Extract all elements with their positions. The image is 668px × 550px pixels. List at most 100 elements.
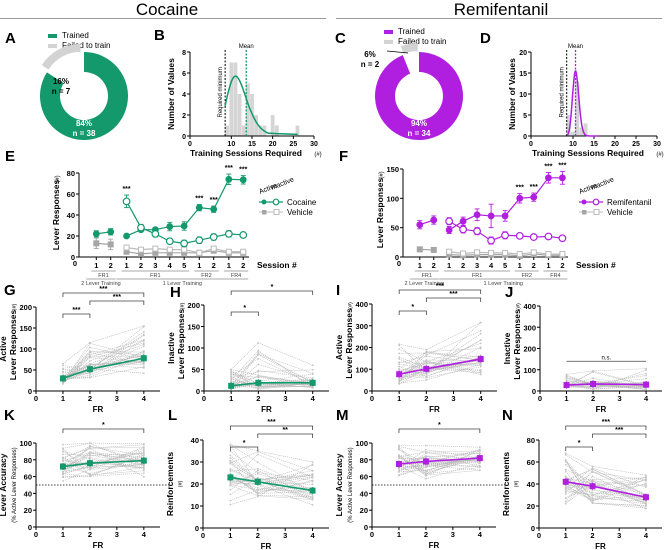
panel-k-subject-point-33-1 [89, 454, 91, 457]
panel-k-subject-point-33-0 [62, 453, 64, 456]
panel-i-subject-point-29-1 [425, 352, 428, 354]
panel-l-subject-point-21-1 [256, 487, 259, 489]
panel-f-group-label-0: FR1 [422, 273, 432, 279]
panel-m-mean-point-1 [422, 458, 429, 465]
panel-h-subject-line-11 [231, 369, 313, 378]
panel-g-mean-line [62, 357, 144, 380]
panel-h-subject-point-16-2 [311, 373, 314, 376]
panel-i-sig-bracket-1 [425, 297, 482, 302]
panel-h-subject-point-28-2 [311, 385, 314, 388]
panel-b-bar-20 [270, 115, 275, 136]
panel-m-mean-point-2 [476, 455, 483, 462]
panel-l-sig-label-0: *** [267, 419, 275, 426]
panel-n-subject-line-31 [565, 479, 647, 496]
panel-f-session-label-3: 2 [461, 261, 465, 270]
panel-i-subject-point-0-1 [425, 348, 428, 351]
panel-a-label-failed-pct: 16% [53, 77, 69, 86]
panel-e-session-label-5: 4 [168, 261, 173, 270]
panel-f-group-label-2: FR2 [522, 273, 532, 279]
panel-f-session-label-7: 1 [518, 261, 522, 270]
panel-j-subject-line-11 [566, 377, 647, 388]
panel-g-xtick-label-4: 4 [142, 394, 147, 403]
panel-i-sig-bracket-0 [398, 289, 482, 294]
panel-e-series-cocaine-inactive-point-5 [165, 237, 174, 246]
panel-b-y-axis-label: Number of Values [166, 58, 176, 130]
panel-d-ytick-label-10: 10 [519, 92, 527, 99]
panel-f-ytick-label-50: 50 [391, 224, 399, 233]
panel-j-subject-point-24-0 [565, 374, 568, 376]
panel-n-subject-line-30 [565, 483, 647, 504]
panel-d-fit-curve [566, 70, 599, 137]
panel-k-mean-point-1 [86, 460, 93, 467]
panel-d-required-minimum-label: Required minimum [560, 67, 566, 117]
panel-k-x-axis-label: FR [93, 541, 104, 550]
panel-l-subject-line-17 [230, 464, 313, 483]
panel-e-session-label-8: 2 [212, 261, 216, 270]
panel-f-y-axis-label: Lever Responses [375, 178, 385, 249]
panel-g-subject-point-23-1 [89, 351, 91, 354]
panel-l-ytick-label-40: 40 [191, 436, 199, 445]
panel-m-xtick-label-2: 2 [424, 530, 428, 539]
panel-b-xtick-label-30: 30 [310, 141, 318, 148]
panel-n-y-axis-label: Reinforcements [501, 452, 511, 517]
panel-f-significance-10: *** [558, 162, 566, 169]
panel-e-legend-label-vehicle: Vehicle [287, 208, 313, 217]
panel-e-series-vehicle-inactive-point-5 [166, 246, 173, 253]
panel-h-ytick-label-0: 0 [196, 387, 200, 396]
panel-f-ytick-label-150: 150 [386, 165, 399, 174]
panel-l-subject-point-22-1 [256, 453, 259, 456]
panel-f-legend-marker-drug-active [581, 199, 587, 205]
panel-j-xtick-label-2: 2 [591, 394, 595, 403]
panel-b-xtick-label-15: 15 [248, 141, 256, 148]
panel-h-subject-point-11-2 [311, 368, 314, 371]
panel-f-ytick-label-0: 0 [395, 253, 399, 262]
panel-n-ytick-label-0: 0 [531, 524, 535, 533]
panel-e-ytick-label-80: 80 [67, 169, 75, 178]
panel-e-legend-marker-vehicle-inactive [273, 209, 280, 215]
panel-h-ytick-label-200: 200 [187, 301, 200, 310]
panel-e-series-cocaine-active-point-9 [225, 175, 233, 183]
panel-j-subject-line-0 [566, 368, 647, 375]
panel-letter-l: L [168, 407, 178, 424]
panel-f-legend-marker-vehicle-active [582, 210, 587, 215]
panel-m-ytick-label-20: 20 [360, 506, 368, 515]
panel-j-x-axis-label: FR [596, 405, 607, 414]
panel-g-y-axis-label-line1: Active [0, 336, 8, 362]
panel-m-subject-point-30-1 [425, 472, 427, 475]
panel-j-subject-point-8-2 [645, 377, 647, 380]
panel-l-subject-point-24-2 [311, 479, 314, 482]
panel-f-line-chart: 0 50 100 150 0 1 2 1 2 3 4 5 1 2 1 2 Session # FR1 FR1 FR2 F… [375, 162, 652, 287]
panel-l-sig-label-2: * [243, 440, 246, 447]
panel-d-bar-13 [583, 123, 588, 136]
panel-n-xtick-label-3: 3 [617, 531, 621, 540]
panel-n-subject-line-24 [565, 471, 647, 496]
panel-letter-h: H [170, 284, 181, 301]
panel-n-subject-point-33-1 [591, 498, 594, 501]
panel-l-sig-bracket-1 [257, 433, 313, 438]
panel-e-series-cocaine-inactive-point-10 [239, 231, 248, 239]
panel-letter-d: D [480, 30, 491, 47]
remifentanil-title: Remifentanil [453, 0, 549, 19]
panel-m-ytick-label-40: 40 [360, 489, 368, 498]
panel-f-series-vehicle-inactive-point-10 [559, 251, 566, 258]
panel-g-xtick-label-0: 0 [34, 394, 38, 403]
panel-e-series-cocaine-inactive-point-6 [180, 239, 189, 248]
panel-k-subject-point-19-2 [142, 446, 145, 449]
panel-i-subject-point-23-1 [425, 350, 428, 353]
panel-g-subject-point-33-2 [142, 363, 145, 366]
panel-l-subject-point-4-0 [229, 499, 232, 502]
panel-h-y-axis-label-line2: Lever Responses [176, 309, 186, 380]
panel-b-x-axis-label: Training Sessions Required [190, 148, 302, 158]
panel-l-subject-point-19-2 [311, 483, 314, 486]
panel-i-subject-point-11-2 [479, 373, 482, 376]
panel-n-subject-point-25-1 [591, 491, 594, 494]
panel-n-subject-point-26-0 [564, 488, 567, 491]
panel-n-sig-label-2: * [578, 440, 581, 447]
panel-e-series-vehicle-inactive-point-6 [181, 246, 188, 253]
panel-g-subject-line-26 [62, 343, 144, 383]
panel-k-subject-point-32-0 [62, 472, 64, 475]
panel-l-mean-point-0 [227, 474, 234, 481]
panel-n-subject-point-7-0 [564, 459, 567, 461]
panel-a-label-failed-n: n = 7 [52, 87, 71, 96]
